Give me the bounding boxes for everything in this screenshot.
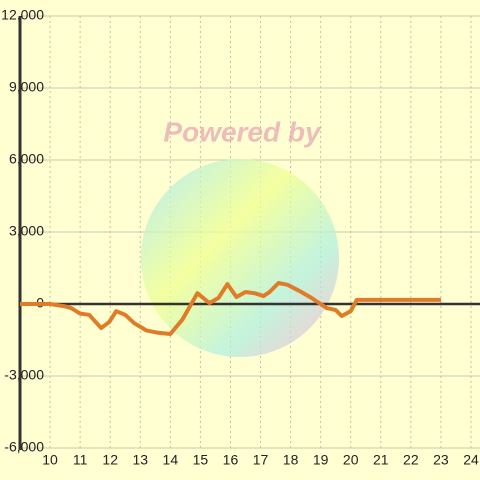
x-tick-label: 22 [403,452,419,468]
watermark-text: Powered by [163,116,322,147]
x-tick-label: 16 [223,452,239,468]
x-tick-label: 23 [433,452,449,468]
y-tick-label: 9,000 [9,79,44,95]
x-tick-label: 10 [42,452,58,468]
data-line [20,281,441,336]
y-tick-label: 6,000 [9,151,44,167]
x-tick-label: 17 [253,452,269,468]
x-tick-label: 13 [132,452,148,468]
y-tick-label: -6,000 [4,439,44,455]
x-tick-label: 20 [343,452,359,468]
x-tick-label: 14 [163,452,179,468]
x-tick-label: 12 [102,452,118,468]
x-tick-label: 15 [193,452,209,468]
x-tick-label: 24 [463,452,479,468]
y-tick-label: -3,000 [4,367,44,383]
x-tick-label: 18 [283,452,299,468]
y-tick-label: 12,000 [1,7,44,23]
watermark-logo [141,159,339,357]
y-tick-label: 3,000 [9,223,44,239]
x-tick-label: 11 [73,452,88,468]
x-tick-label: 19 [313,452,329,468]
x-tick-label: 21 [373,452,389,468]
